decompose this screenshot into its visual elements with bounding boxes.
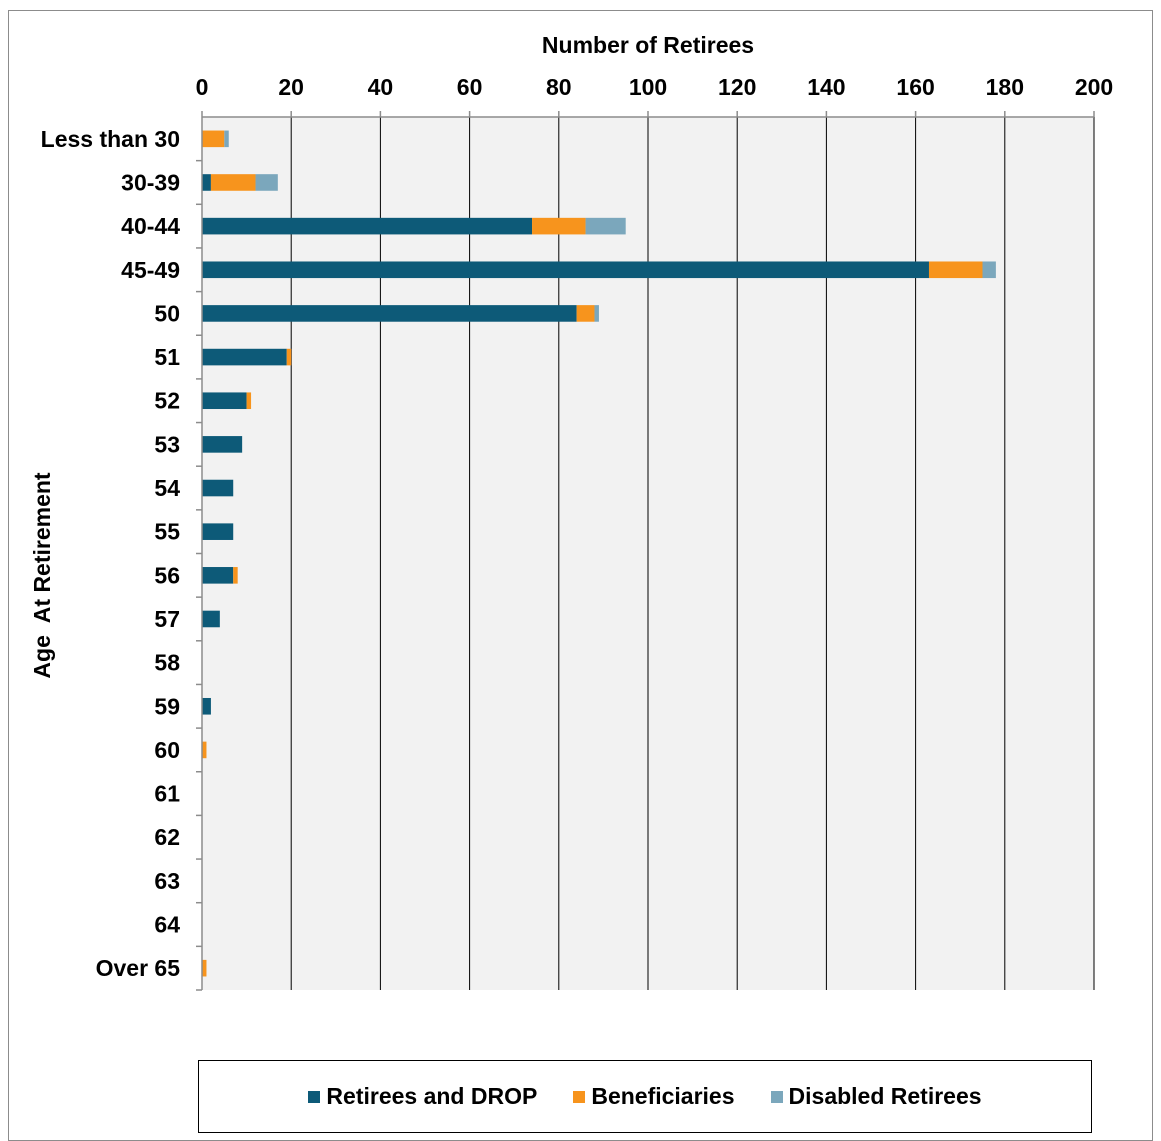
y-tick-label: 56 [154, 562, 180, 588]
bars [202, 130, 996, 977]
bar-segment [202, 959, 207, 977]
bar-segment [210, 174, 256, 191]
bar-segment [202, 305, 577, 322]
bar-segment [202, 392, 247, 410]
x-tick-label: 160 [896, 74, 934, 100]
bar-segment [576, 305, 595, 322]
x-tick-label: 180 [986, 74, 1024, 100]
y-tick-label: 45-49 [121, 257, 180, 283]
bar-segment [202, 174, 211, 191]
y-tick-label: 50 [154, 300, 180, 326]
y-tick-label: 61 [154, 781, 180, 807]
x-tick-label: 100 [629, 74, 667, 100]
x-axis-title: Number of Retirees [542, 32, 754, 58]
bar-segment [928, 261, 983, 279]
legend-label: Retirees and DROP [326, 1083, 538, 1109]
bar-segment [233, 567, 238, 584]
bar-segment [202, 217, 533, 235]
legend-swatch [308, 1090, 321, 1103]
bar-segment [532, 217, 586, 235]
x-tick-label: 60 [457, 74, 483, 100]
x-tick-label: 140 [807, 74, 845, 100]
x-tick-label: 20 [278, 74, 304, 100]
y-tick-label: Over 65 [96, 955, 181, 981]
y-axis-title: Age At Retirement [29, 472, 55, 679]
y-tick-label: 53 [154, 431, 180, 457]
y-tick-label: 62 [154, 824, 180, 850]
bar-segment [585, 217, 626, 235]
x-tick-label: 80 [546, 74, 572, 100]
bar-segment [202, 436, 243, 453]
x-tick-labels: 0 20 40 60 80 100 120 140 160 180 200 [196, 74, 1114, 100]
legend: Retirees and DROP Beneficiaries Disabled R… [198, 1060, 1092, 1133]
y-tick-label: 55 [154, 519, 180, 545]
legend-item: Beneficiaries [573, 1083, 735, 1110]
bar-segment [594, 305, 599, 322]
x-tick-label: 120 [718, 74, 756, 100]
bar-segment [255, 174, 278, 191]
bar-segment [202, 567, 234, 584]
y-tick-label: 54 [154, 475, 180, 501]
bar-segment [246, 392, 252, 410]
y-tick-label: 60 [154, 737, 180, 763]
bar-segment [982, 261, 996, 279]
legend-item: Disabled Retirees [770, 1083, 982, 1110]
y-tick-label: 59 [154, 693, 180, 719]
bar-segment [202, 741, 207, 759]
y-tick-label: 64 [154, 912, 180, 938]
legend-swatch [770, 1090, 783, 1103]
y-tick-label: 63 [154, 868, 180, 894]
y-tick-label: 57 [154, 606, 180, 632]
legend-label: Disabled Retirees [788, 1083, 982, 1109]
y-tick-label: 30-39 [121, 169, 180, 195]
bar-segment [202, 610, 220, 628]
y-tick-label: Less than 30 [41, 126, 180, 152]
y-tick-label: 40-44 [121, 213, 180, 239]
bar-segment [224, 130, 229, 148]
legend-label: Beneficiaries [591, 1083, 735, 1109]
y-tick-label: 52 [154, 388, 180, 414]
y-tick-label: 51 [154, 344, 180, 370]
y-tick-labels: Less than 30 30-39 40-44 45-49 50 51 52 53 54 55 5… [41, 126, 181, 981]
bar-segment [202, 523, 234, 540]
axes [196, 111, 1095, 991]
bar-segment [286, 348, 292, 366]
bar-segment [202, 261, 929, 279]
x-tick-label: 0 [196, 74, 209, 100]
x-tick-label: 40 [368, 74, 394, 100]
legend-swatch [573, 1090, 586, 1103]
bar-segment [202, 479, 234, 497]
x-tick-label: 200 [1075, 74, 1113, 100]
y-tick-label: 58 [154, 650, 180, 676]
bar-segment [202, 130, 225, 148]
legend-item: Retirees and DROP [308, 1083, 537, 1110]
bar-segment [202, 697, 211, 715]
bar-segment [202, 348, 287, 366]
